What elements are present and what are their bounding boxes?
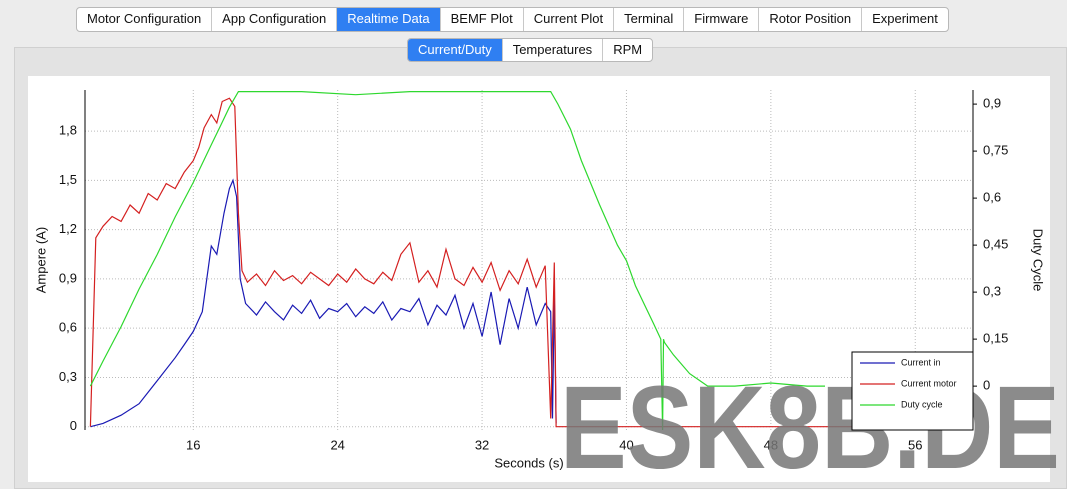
y2-tick-label: 0,9: [983, 96, 1001, 111]
y-tick-label: 1,5: [59, 172, 77, 187]
legend-label: Current in: [901, 357, 941, 367]
tab[interactable]: Terminal: [614, 8, 685, 31]
y2-tick-label: 0,3: [983, 284, 1001, 299]
x-axis-label: Seconds (s): [494, 455, 563, 470]
x-tick-label: 48: [764, 437, 778, 452]
y2-tick-label: 0,6: [983, 190, 1001, 205]
watermark: ESK8B.DE: [560, 362, 1060, 489]
tab[interactable]: Current Plot: [524, 8, 615, 31]
tab[interactable]: Realtime Data: [337, 8, 441, 31]
y2-tick-label: 0: [983, 378, 990, 393]
tab[interactable]: Rotor Position: [759, 8, 863, 31]
tab[interactable]: RPM: [613, 42, 643, 57]
y-tick-label: 0: [70, 418, 77, 433]
legend-box: [851, 351, 974, 431]
tab-bar: Motor Configuration App Configuration Real…: [76, 7, 949, 32]
tab[interactable]: BEMF Plot: [441, 8, 524, 31]
data-line: [90, 178, 557, 428]
legend-label: Current motor: [901, 378, 957, 388]
y-tick-label: 1,8: [59, 123, 77, 138]
data-line: [89, 91, 825, 431]
y2-axis-label: Duty Cycle: [1031, 229, 1046, 292]
x-tick-label: 56: [908, 437, 922, 452]
tab[interactable]: Temperatures: [503, 39, 604, 61]
y2-tick-label: 0,45: [983, 237, 1008, 252]
y-tick-label: 0,3: [59, 369, 77, 384]
y2-tick-label: 0,75: [983, 143, 1008, 158]
y-axis-label: Ampere (A): [33, 227, 48, 293]
tab[interactable]: Motor Configuration: [77, 8, 213, 31]
y-tick-label: 1,2: [59, 221, 77, 236]
x-tick-label: 16: [186, 437, 200, 452]
y-tick-label: 0,9: [59, 270, 77, 285]
y-tick-label: 0,6: [59, 320, 77, 335]
y2-tick-label: 0,15: [983, 331, 1008, 346]
subtab-bar: Current/Duty Temperatures RPM: [407, 38, 654, 62]
x-tick-label: 24: [330, 437, 344, 452]
x-tick-label: 40: [619, 437, 633, 452]
tab[interactable]: App Configuration: [212, 8, 338, 31]
x-tick-label: 32: [475, 437, 489, 452]
tab[interactable]: Experiment: [872, 11, 938, 26]
tab[interactable]: Firmware: [684, 8, 760, 31]
data-line: [89, 97, 970, 428]
tab[interactable]: Current/Duty: [408, 39, 503, 61]
legend-label: Duty cycle: [901, 399, 943, 409]
